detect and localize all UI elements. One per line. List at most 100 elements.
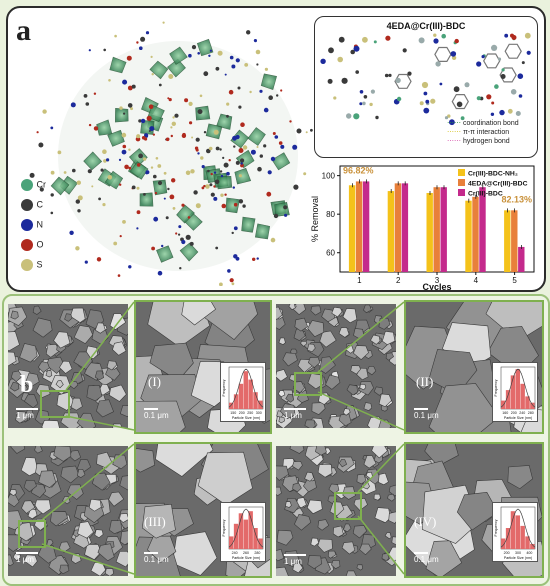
- zoom-region-box: [294, 372, 322, 396]
- bar: [355, 181, 363, 272]
- zoom-image-3: (III) 0.1 μm 240 260 280 Particle Size (nm)…: [134, 442, 272, 578]
- histogram-tick-label: 260: [243, 551, 249, 555]
- legend-label: 4EDA@Cr(III)-BDC: [468, 181, 528, 188]
- histogram-tick-label: 160: [502, 411, 508, 415]
- histogram-inset: 160 200 240 280 Particle Size (nm) Frequency: [492, 362, 538, 422]
- bar: [479, 187, 486, 272]
- histogram-bar: [505, 390, 511, 409]
- bar: [426, 192, 433, 272]
- sem-image-1: b 1 μm: [8, 304, 128, 428]
- bar: [401, 183, 409, 272]
- scale-bar: 1 μm: [284, 408, 306, 420]
- zoom-label: (III): [144, 514, 166, 529]
- histogram-tick-label: 240: [519, 411, 525, 415]
- legend-item-cr: Cr: [20, 178, 46, 192]
- zoom-region-box: [40, 390, 70, 418]
- histogram-bar: [520, 525, 525, 549]
- zoom-image-1: (I) 0.1 μm 150 200 250 300 Particle Size (nm…: [134, 300, 272, 434]
- y-axis-label: % Removal: [310, 196, 320, 242]
- bar: [511, 210, 518, 272]
- histogram-bar: [515, 515, 521, 549]
- panel-b: b 1 μm (I) 0.1 μm 150 200 250 300 Particle S…: [2, 294, 550, 586]
- zoom-label: (I): [148, 374, 161, 389]
- histogram-tick-label: 300: [515, 551, 521, 555]
- histogram-bar: [510, 511, 516, 549]
- histogram-bar: [525, 396, 530, 409]
- sem-image-3: 1 μm: [8, 446, 128, 576]
- histogram-bar: [229, 536, 234, 549]
- x-tick-label: 2: [396, 276, 401, 285]
- histogram-bar: [530, 543, 535, 549]
- structure-legend: ⋯⋯ coordination bond ⋯⋯ π-π interaction …: [447, 119, 519, 146]
- x-tick-label: 1: [357, 276, 362, 285]
- panel-a: a Cr C N: [6, 6, 546, 292]
- histogram-bar: [258, 538, 263, 549]
- bar: [362, 181, 370, 272]
- histogram-bar: [520, 383, 525, 409]
- legend-hydrogen-bond: ⋯⋯ hydrogen bond: [447, 138, 510, 145]
- legend-item-s: S: [20, 258, 43, 272]
- y-tick-label: 100: [322, 172, 336, 181]
- bar: [440, 187, 447, 272]
- histogram-x-label: Particle Size (nm): [232, 416, 260, 420]
- legend-label: C: [36, 199, 44, 210]
- histogram-tick-label: 200: [504, 551, 510, 555]
- histogram-bar: [253, 528, 258, 549]
- mof-structure-illustration: [29, 21, 318, 286]
- legend-label: Cr(III)-BDC-NH₂: [468, 171, 518, 178]
- scale-bar: 1 μm: [16, 408, 38, 420]
- zoom-label: (IV): [414, 514, 437, 529]
- histogram-tick-label: 400: [526, 551, 532, 555]
- histogram-bar: [248, 511, 253, 549]
- molecule-illustration: [320, 32, 531, 126]
- legend-swatch: [458, 189, 465, 196]
- bar: [518, 246, 525, 272]
- x-axis-label: Cycles: [422, 282, 451, 292]
- histogram-bar: [253, 392, 258, 409]
- legend-label: N: [36, 219, 44, 230]
- histogram-bar: [515, 369, 521, 409]
- bar: [504, 210, 511, 272]
- histogram-x-label: Particle Size (nm): [232, 556, 260, 560]
- y-tick-label: 80: [326, 210, 335, 219]
- legend-swatch: [458, 169, 465, 176]
- histogram-bar: [238, 383, 244, 409]
- histogram-bar: [233, 394, 239, 409]
- histogram-bar: [501, 538, 506, 549]
- zoom-region-box: [334, 492, 362, 520]
- legend-pi-interaction: ⋯⋯ π-π interaction: [447, 129, 510, 136]
- zoom-image-2: (II) 0.1 μm 160 200 240 280 Particle Size (n…: [404, 300, 544, 434]
- legend-item-o: O: [20, 238, 44, 252]
- histogram-bar: [530, 402, 535, 409]
- scale-bar: 1 μm: [16, 552, 38, 564]
- bar: [387, 191, 395, 272]
- histogram-y-label: Frequency: [222, 519, 226, 536]
- bar: [465, 200, 472, 272]
- annotation: 82.13%: [501, 195, 532, 205]
- histogram-bar: [505, 528, 511, 549]
- annotation: 96.82%: [343, 166, 374, 176]
- panel-a-letter: a: [16, 14, 31, 47]
- histogram-bar: [243, 519, 249, 549]
- x-tick-label: 5: [512, 276, 517, 285]
- histogram-tick-label: 200: [239, 411, 245, 415]
- sem-image-2: 1 μm: [276, 304, 396, 428]
- legend-label: Cr(III)-BDC: [468, 191, 503, 198]
- scale-bar: 0.1 μm: [144, 552, 169, 564]
- histogram-inset: 200 300 400 Particle Size (nm) Frequency: [492, 502, 538, 562]
- zoom-image-4: (IV) 0.1 μm 200 300 400 Particle Size (nm) F…: [404, 442, 544, 578]
- sem-image-4: 1 μm: [276, 446, 396, 576]
- histogram-bar: [248, 379, 253, 409]
- histogram-x-label: Particle Size (nm): [504, 416, 532, 420]
- legend-swatch: [458, 179, 465, 186]
- histogram-bar: [233, 523, 239, 549]
- x-tick-label: 4: [474, 276, 479, 285]
- histogram-tick-label: 280: [254, 551, 260, 555]
- scale-bar: 1 μm: [284, 554, 306, 566]
- legend-coordination-bond: ⋯⋯ coordination bond: [447, 120, 519, 127]
- scale-bar: 0.1 μm: [414, 408, 439, 420]
- histogram-y-label: Frequency: [222, 379, 226, 396]
- histogram-tick-label: 300: [256, 411, 262, 415]
